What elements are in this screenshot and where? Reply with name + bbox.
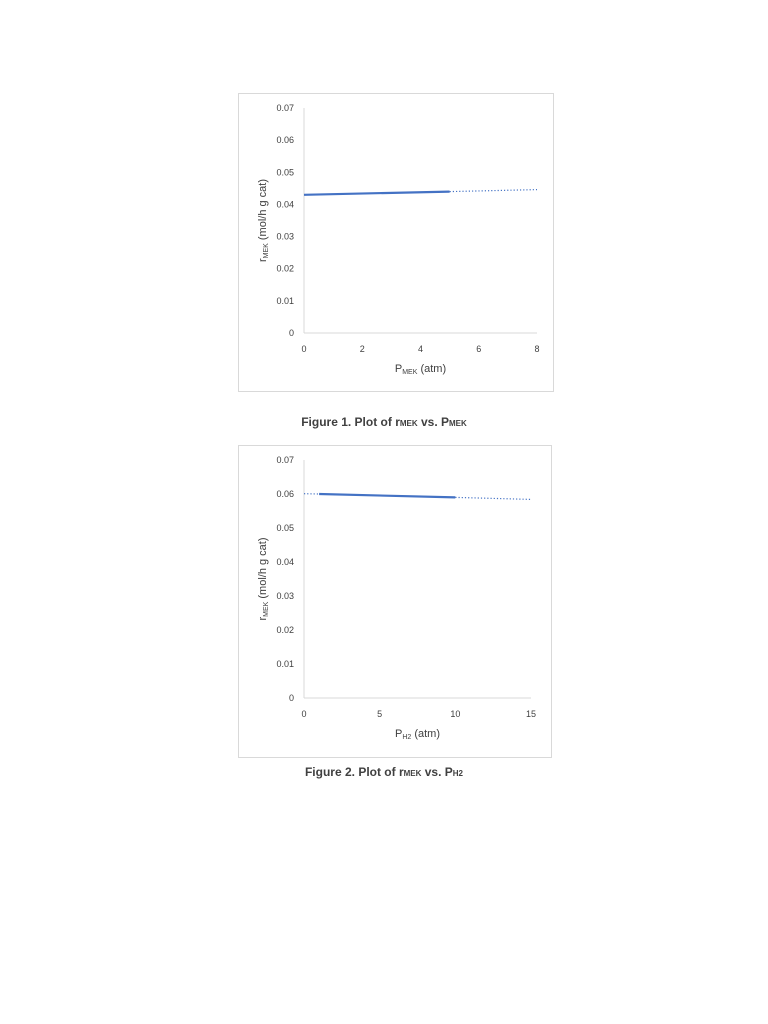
y-tick-label: 0.06 <box>276 489 294 499</box>
caption-prefix: Figure 2. Plot of r <box>304 765 404 779</box>
caption-middle: vs. P <box>417 415 450 429</box>
x-tick-label: 6 <box>476 344 481 354</box>
trendline-series <box>455 496 532 500</box>
y-tick-label: 0.03 <box>276 591 294 601</box>
y-tick-label: 0.07 <box>276 103 294 113</box>
figure-2-caption: Figure 2. Plot of rMEK vs. PH2 <box>0 765 768 779</box>
x-tick-label: 4 <box>418 344 423 354</box>
x-tick-label: 10 <box>450 709 460 719</box>
chart-1: 0 0.01 0.02 0.03 0.04 0.05 0.06 0.07 0 2 4 6 8 PMEK (… <box>238 93 554 392</box>
caption-subscript: MEK <box>449 419 467 428</box>
y-tick-label: 0.06 <box>276 135 294 145</box>
y-tick-label: 0 <box>289 328 294 338</box>
chart-2: 0 0.01 0.02 0.03 0.04 0.05 0.06 0.07 0 5 10 15 PH2 (… <box>238 445 552 758</box>
caption-subscript: MEK <box>399 419 418 428</box>
x-tick-label: 0 <box>301 709 306 719</box>
figure-1-caption: Figure 1. Plot of rMEK vs. PMEK <box>0 415 768 429</box>
y-tick-label: 0.05 <box>276 523 294 533</box>
trendline-series <box>449 189 538 193</box>
y-axis-title: rMEK (mol/h g cat) <box>257 537 270 620</box>
y-tick-label: 0.05 <box>276 167 294 177</box>
x-axis-title: PMEK (atm) <box>395 363 446 376</box>
caption-middle: vs. P <box>421 765 453 779</box>
data-series <box>319 492 456 499</box>
x-tick-label: 0 <box>301 344 306 354</box>
data-series <box>303 190 450 196</box>
x-tick-label: 15 <box>526 709 536 719</box>
x-axis-title: PH2 (atm) <box>395 728 440 741</box>
y-tick-label: 0.01 <box>276 659 294 669</box>
y-tick-label: 0.07 <box>276 455 294 465</box>
x-tick-label: 8 <box>534 344 539 354</box>
chart-2-plot: 0 0.01 0.02 0.03 0.04 0.05 0.06 0.07 0 5 10 15 PH2 (… <box>257 455 536 741</box>
y-tick-label: 0.02 <box>276 264 294 274</box>
caption-subscript: MEK <box>403 769 422 778</box>
caption-prefix: Figure 1. Plot of r <box>301 415 400 429</box>
caption-subscript: H2 <box>452 769 464 778</box>
y-tick-label: 0.01 <box>276 296 294 306</box>
x-tick-label: 2 <box>360 344 365 354</box>
y-tick-label: 0.03 <box>276 232 294 242</box>
y-tick-label: 0.04 <box>276 199 294 209</box>
y-tick-label: 0 <box>289 693 294 703</box>
y-tick-label: 0.02 <box>276 625 294 635</box>
y-axis-title: rMEK (mol/h g cat) <box>257 179 270 262</box>
y-tick-label: 0.04 <box>276 557 294 567</box>
x-tick-label: 5 <box>377 709 382 719</box>
chart-1-plot: 0 0.01 0.02 0.03 0.04 0.05 0.06 0.07 0 2 4 6 8 PMEK (… <box>257 103 540 376</box>
